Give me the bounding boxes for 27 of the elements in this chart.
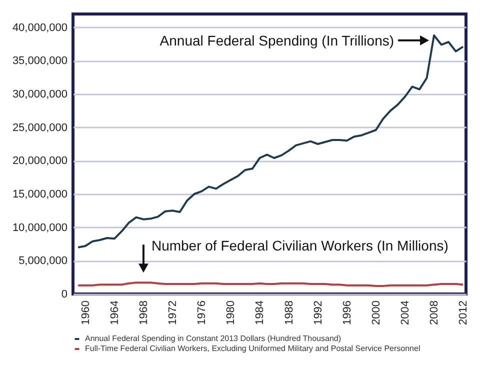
y-tick-label: 40,000,000 (12, 22, 68, 34)
x-tick-label: 1992 (312, 300, 324, 325)
x-tick-label: 2004 (399, 300, 412, 325)
x-tick-label: 1968 (138, 300, 150, 325)
legend-label: Annual Federal Spending in Constant 2013 Dollars (Hundred Thousand) (85, 334, 342, 343)
y-tick-label: 20,000,000 (12, 155, 68, 168)
annotation: Annual Federal Spending (In Trillions) (160, 32, 394, 48)
y-tick-label: 0 (61, 288, 68, 300)
x-tick-label: 1980 (225, 300, 238, 325)
x-tick-label: 1984 (254, 300, 266, 325)
x-tick-label: 1964 (108, 300, 121, 325)
x-tick-label: 2000 (370, 300, 382, 325)
x-tick-label: 1960 (80, 300, 92, 325)
y-tick-label: 25,000,000 (12, 122, 68, 134)
y-tick-label: 30,000,000 (12, 88, 68, 100)
x-tick-label: 2012 (458, 300, 470, 325)
x-tick-label: 1976 (196, 300, 208, 325)
x-tick-label: 1972 (167, 300, 180, 325)
annotation: Number of Federal Civilian Workers (In Millions) (151, 238, 448, 254)
x-tick-label: 1988 (283, 300, 296, 325)
y-tick-label: 10,000,000 (12, 222, 68, 234)
legend-label: Full-Time Federal Civilian Workers, Excluding Uniformed Military and Postal Service Personnel (85, 344, 420, 353)
y-tick-label: 5,000,000 (18, 255, 68, 268)
x-tick-label: 2008 (428, 300, 441, 325)
x-tick-label: 1996 (341, 300, 354, 325)
y-tick-label: 35,000,000 (12, 55, 68, 68)
y-tick-label: 15,000,000 (12, 188, 68, 200)
